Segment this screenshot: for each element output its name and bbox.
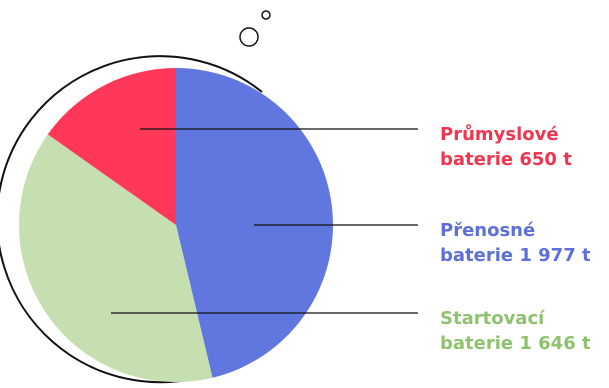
slice-label-prumyslove-name: Průmyslové — [440, 124, 559, 145]
bubble-small-icon — [261, 10, 271, 20]
slice-label-startovaci: Startovací baterie 1 646 t — [440, 306, 591, 356]
slice-label-prenosne-value: baterie 1 977 t — [440, 245, 591, 266]
slice-label-prumyslove: Průmyslové baterie 650 t — [440, 122, 572, 172]
slice-label-prumyslove-value: baterie 650 t — [440, 149, 572, 170]
slice-label-startovaci-name: Startovací — [440, 308, 545, 329]
bubble-large-icon — [239, 27, 259, 47]
pie-slices — [19, 68, 333, 382]
leader-lines — [111, 128, 418, 314]
pie-slice-prenosne — [176, 68, 333, 378]
decoration-group — [0, 10, 271, 384]
slice-label-prenosne-name: Přenosné — [440, 220, 536, 241]
outer-ring-arc — [0, 55, 263, 384]
slice-label-startovaci-value: baterie 1 646 t — [440, 333, 591, 354]
pie-slice-startovaci — [19, 134, 213, 382]
slice-label-prenosne: Přenosné baterie 1 977 t — [440, 218, 591, 268]
pie-slice-prumyslove — [47, 68, 176, 225]
